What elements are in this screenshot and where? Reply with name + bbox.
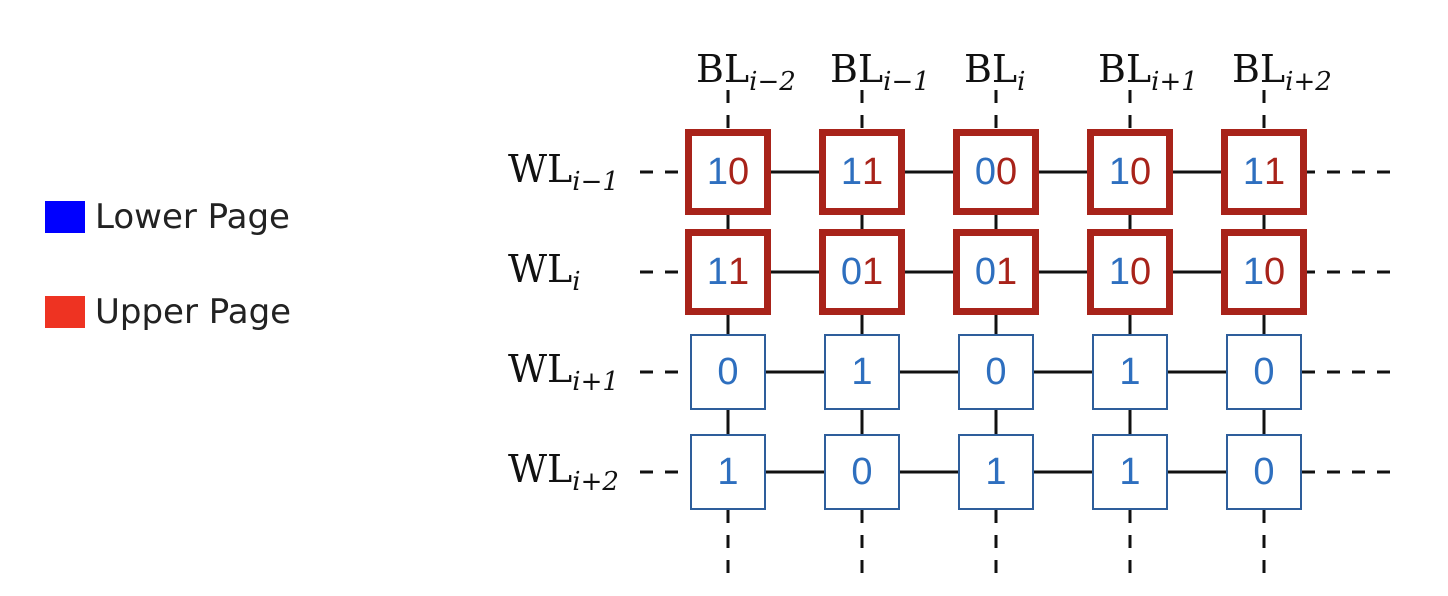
lower-page-bit: 1 xyxy=(717,450,739,493)
lower-page-swatch xyxy=(45,201,85,233)
wordline-label-base: WL xyxy=(508,447,573,491)
wordline-label-index: i+1 xyxy=(572,367,619,397)
upper-page-bit: 0 xyxy=(1130,150,1152,193)
upper-page-swatch xyxy=(45,296,85,328)
slc-cell: 0 xyxy=(1226,434,1302,510)
upper-page-bit: 1 xyxy=(996,250,1018,293)
bitline-label-index: i−1 xyxy=(883,67,930,97)
lower-page-bit: 1 xyxy=(706,150,728,193)
wordline-label-index: i xyxy=(572,267,581,297)
lower-page-bit: 0 xyxy=(974,250,996,293)
slc-cell: 0 xyxy=(824,434,900,510)
upper-page-bit: 1 xyxy=(728,250,750,293)
lower-page-bit: 0 xyxy=(985,350,1007,393)
lower-page-bit: 0 xyxy=(717,350,739,393)
legend-item-lower-page: Lower Page xyxy=(45,197,290,237)
bitline-label-base: BL xyxy=(964,47,1018,91)
upper-page-bit: 1 xyxy=(862,150,884,193)
lower-page-bit: 1 xyxy=(1119,450,1141,493)
slc-cell: 1 xyxy=(958,434,1034,510)
bitline-label-base: BL xyxy=(1098,47,1152,91)
wordline-label-base: WL xyxy=(508,147,573,191)
wordline-label-index: i−1 xyxy=(572,167,619,197)
legend-label: Lower Page xyxy=(95,197,290,237)
upper-page-bit: 0 xyxy=(1130,250,1152,293)
upper-page-bit: 0 xyxy=(728,150,750,193)
slc-cell: 1 xyxy=(1092,434,1168,510)
legend-item-upper-page: Upper Page xyxy=(45,292,291,332)
bitline-label-index: i−2 xyxy=(749,67,796,97)
lower-page-bit: 1 xyxy=(1108,250,1130,293)
bitline-label-base: BL xyxy=(830,47,884,91)
upper-page-bit: 0 xyxy=(996,150,1018,193)
wordline-label: WLi+1 xyxy=(508,350,619,395)
lower-page-bit: 1 xyxy=(985,450,1007,493)
bitline-label: BLi+1 xyxy=(1098,50,1198,95)
slc-cell: 0 xyxy=(1226,334,1302,410)
lower-page-bit: 0 xyxy=(851,450,873,493)
lower-page-bit: 1 xyxy=(1119,350,1141,393)
bitline-label: BLi xyxy=(964,50,1026,95)
lower-page-bit: 1 xyxy=(840,150,862,193)
wordline-label: WLi+2 xyxy=(508,450,619,495)
bitline-label-index: i+1 xyxy=(1151,67,1198,97)
slc-cell: 0 xyxy=(958,334,1034,410)
wordline-label: WLi xyxy=(508,250,581,295)
wordline-label-base: WL xyxy=(508,247,573,291)
lower-page-bit: 1 xyxy=(851,350,873,393)
slc-cell: 1 xyxy=(1092,334,1168,410)
wordline-label-index: i+2 xyxy=(572,467,619,497)
lower-page-bit: 0 xyxy=(974,150,996,193)
lower-page-bit: 1 xyxy=(706,250,728,293)
lower-page-bit: 1 xyxy=(1242,250,1264,293)
bitline-label-index: i+2 xyxy=(1285,67,1332,97)
slc-cell: 0 xyxy=(690,334,766,410)
lower-page-bit: 0 xyxy=(1253,450,1275,493)
slc-cell: 1 xyxy=(824,334,900,410)
lower-page-bit: 1 xyxy=(1108,150,1130,193)
slc-cell: 1 xyxy=(690,434,766,510)
bitline-label-base: BL xyxy=(696,47,750,91)
legend-label: Upper Page xyxy=(95,292,292,332)
lower-page-bit: 1 xyxy=(1242,150,1264,193)
upper-page-bit: 1 xyxy=(862,250,884,293)
bitline-label-index: i xyxy=(1017,67,1026,97)
bitline-label: BLi+2 xyxy=(1232,50,1332,95)
upper-page-bit: 0 xyxy=(1264,250,1286,293)
bitline-label-base: BL xyxy=(1232,47,1286,91)
bitline-label: BLi−1 xyxy=(830,50,930,95)
upper-page-bit: 1 xyxy=(1264,150,1286,193)
lower-page-bit: 0 xyxy=(1253,350,1275,393)
bitline-label: BLi−2 xyxy=(696,50,796,95)
wordline-label: WLi−1 xyxy=(508,150,619,195)
wordline-label-base: WL xyxy=(508,347,573,391)
lower-page-bit: 0 xyxy=(840,250,862,293)
